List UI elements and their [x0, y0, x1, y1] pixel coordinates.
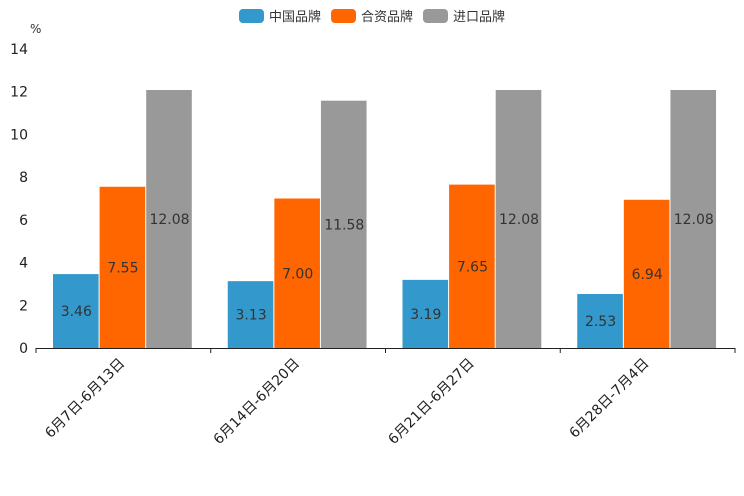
bar — [146, 90, 192, 349]
x-tick-label: 6月21日-6月27日 — [385, 356, 477, 448]
data-label: 12.08 — [149, 212, 189, 228]
data-label: 7.55 — [107, 260, 138, 276]
y-tick-label: 2 — [19, 298, 28, 314]
data-label: 12.08 — [499, 212, 539, 228]
legend-swatch — [330, 8, 356, 23]
x-tick-label: 6月7日-6月13日 — [42, 356, 128, 442]
legend-label: 中国品牌 — [268, 10, 321, 25]
bar — [623, 199, 670, 348]
legend-label: 进口品牌 — [453, 10, 506, 25]
legend-item[interactable]: 合资品牌 — [330, 6, 413, 25]
data-label: 2.53 — [585, 314, 616, 330]
legend-swatch — [238, 8, 264, 23]
y-tick-label: 12 — [10, 85, 28, 101]
data-label: 3.13 — [235, 308, 266, 324]
data-label: 3.46 — [61, 304, 92, 320]
bar — [402, 279, 449, 348]
bar — [274, 198, 320, 348]
bar — [227, 281, 274, 348]
bar — [320, 100, 367, 348]
bar — [670, 90, 717, 349]
legend-swatch — [423, 8, 448, 23]
bar — [99, 186, 146, 348]
legend-item[interactable]: 中国品牌 — [238, 6, 321, 25]
bar — [449, 184, 495, 348]
y-tick-label: 8 — [19, 170, 28, 186]
legend-item[interactable]: 进口品牌 — [423, 6, 505, 25]
y-tick-label: 10 — [10, 127, 28, 143]
data-label: 7.00 — [282, 266, 313, 282]
data-label: 6.94 — [632, 267, 663, 283]
x-tick-label: 6月28日-7月4日 — [566, 356, 652, 442]
bar — [53, 274, 99, 348]
data-label: 12.08 — [674, 212, 714, 228]
y-tick-label: 14 — [10, 42, 28, 58]
legend-label: 合资品牌 — [360, 10, 413, 25]
bar — [495, 90, 542, 349]
data-label: 7.65 — [457, 259, 488, 275]
y-axis-unit: % — [30, 22, 41, 36]
x-tick-label: 6月14日-6月20日 — [211, 356, 303, 448]
legend: 中国品牌 合资品牌 进口品牌 — [0, 6, 744, 25]
data-label: 3.19 — [410, 307, 441, 323]
data-label: 11.58 — [324, 217, 364, 233]
y-tick-label: 6 — [19, 213, 28, 229]
bar — [577, 293, 623, 348]
y-tick-label: 0 — [19, 341, 28, 357]
y-tick-label: 4 — [19, 256, 28, 272]
